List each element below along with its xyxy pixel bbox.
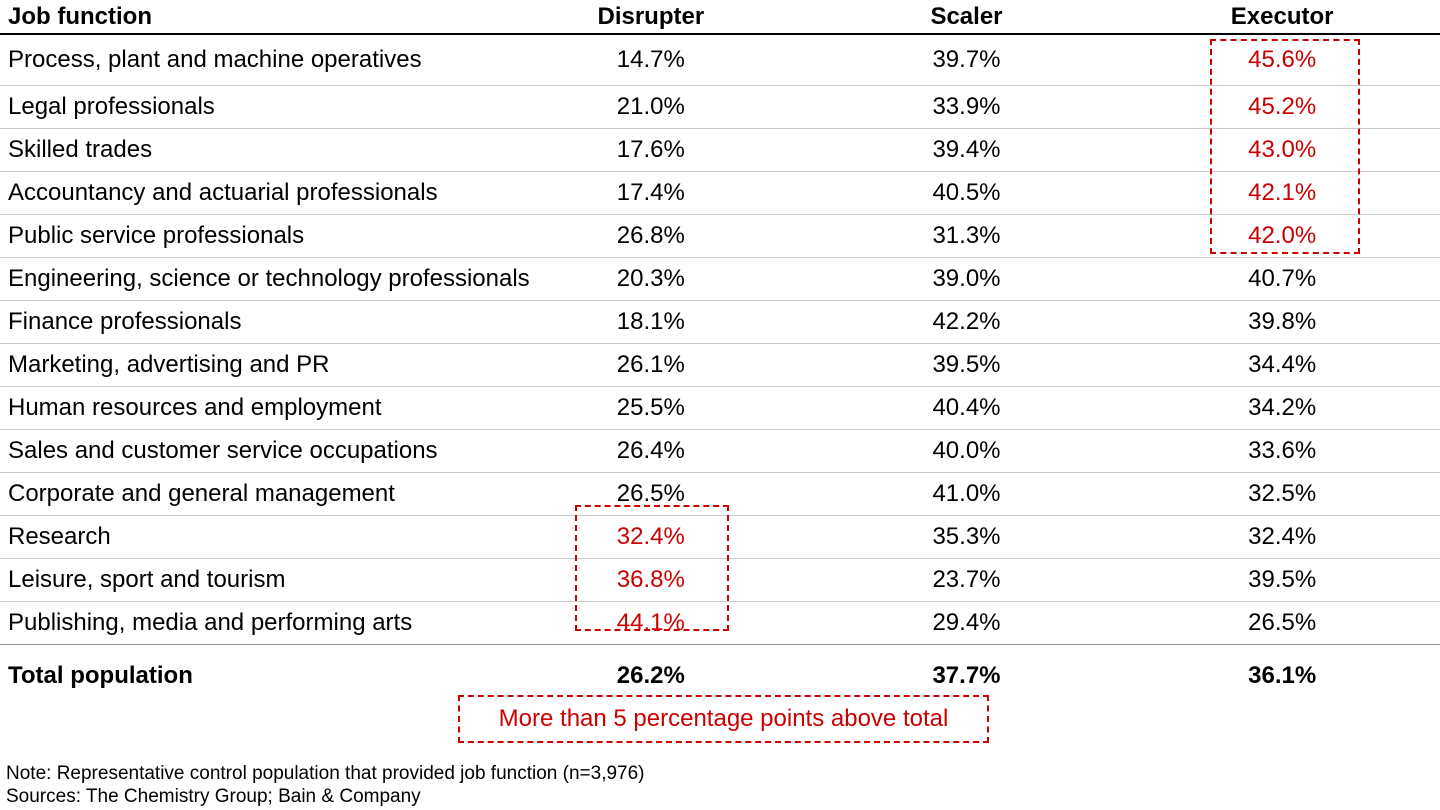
total-executor-value: 36.1% bbox=[1248, 662, 1317, 689]
executor-value: 32.5% bbox=[1248, 480, 1317, 507]
executor-value: 34.2% bbox=[1248, 394, 1317, 421]
note-line: Note: Representative control population … bbox=[6, 763, 645, 784]
footnotes: Note: Representative control population … bbox=[6, 762, 645, 808]
table-row: Marketing, advertising and PR 26.1% 39.5… bbox=[0, 344, 1440, 387]
scaler-value: 39.4% bbox=[932, 136, 1001, 163]
executor-value: 34.4% bbox=[1248, 351, 1317, 378]
table-row: Sales and customer service occupations 2… bbox=[0, 430, 1440, 473]
executor-value: 43.0% bbox=[1248, 136, 1317, 163]
executor-value: 33.6% bbox=[1248, 437, 1317, 464]
table-row: Public service professionals 26.8% 31.3%… bbox=[0, 215, 1440, 258]
table-row: Research 32.4% 35.3% 32.4% bbox=[0, 516, 1440, 559]
job-function-label: Skilled trades bbox=[8, 136, 153, 163]
total-row: Total population 26.2% 37.7% 36.1% bbox=[0, 645, 1440, 707]
job-function-label: Sales and customer service occupations bbox=[8, 437, 438, 464]
column-header-job-function: Job function bbox=[8, 2, 152, 30]
total-scaler-value: 37.7% bbox=[932, 662, 1001, 689]
scaler-value: 40.4% bbox=[932, 394, 1001, 421]
scaler-value: 31.3% bbox=[932, 222, 1001, 249]
legend-highlight-key: More than 5 percentage points above tota… bbox=[458, 695, 989, 743]
job-function-label: Research bbox=[8, 523, 111, 550]
executor-value: 45.6% bbox=[1248, 46, 1317, 73]
disrupter-value: 21.0% bbox=[616, 93, 685, 120]
scaler-value: 40.0% bbox=[932, 437, 1001, 464]
job-function-label: Leisure, sport and tourism bbox=[8, 566, 286, 593]
table-row: Engineering, science or technology profe… bbox=[0, 258, 1440, 301]
scaler-value: 35.3% bbox=[932, 523, 1001, 550]
table-row: Legal professionals 21.0% 33.9% 45.2% bbox=[0, 86, 1440, 129]
scaler-value: 40.5% bbox=[932, 179, 1001, 206]
job-function-label: Process, plant and machine operatives bbox=[8, 46, 422, 73]
table-row: Leisure, sport and tourism 36.8% 23.7% 3… bbox=[0, 559, 1440, 602]
executor-value: 39.5% bbox=[1248, 566, 1317, 593]
executor-value: 42.1% bbox=[1248, 179, 1317, 206]
total-label: Total population bbox=[8, 662, 193, 689]
disrupter-value: 36.8% bbox=[616, 566, 685, 593]
table-row: Process, plant and machine operatives 14… bbox=[0, 35, 1440, 86]
table-row: Corporate and general management 26.5% 4… bbox=[0, 473, 1440, 516]
executor-value: 42.0% bbox=[1248, 222, 1317, 249]
sources-line: Sources: The Chemistry Group; Bain & Com… bbox=[6, 786, 421, 807]
scaler-value: 23.7% bbox=[932, 566, 1001, 593]
disrupter-value: 17.6% bbox=[616, 136, 685, 163]
table-row: Finance professionals 18.1% 42.2% 39.8% bbox=[0, 301, 1440, 344]
executor-value: 32.4% bbox=[1248, 523, 1317, 550]
scaler-value: 41.0% bbox=[932, 480, 1001, 507]
table-row: Accountancy and actuarial professionals … bbox=[0, 172, 1440, 215]
disrupter-value: 32.4% bbox=[616, 523, 685, 550]
executor-value: 39.8% bbox=[1248, 308, 1317, 335]
job-function-label: Accountancy and actuarial professionals bbox=[8, 179, 438, 206]
scaler-value: 39.0% bbox=[932, 265, 1001, 292]
disrupter-value: 14.7% bbox=[616, 46, 685, 73]
scaler-value: 29.4% bbox=[932, 609, 1001, 636]
scaler-value: 39.5% bbox=[932, 351, 1001, 378]
disrupter-value: 18.1% bbox=[616, 308, 685, 335]
job-function-label: Corporate and general management bbox=[8, 480, 395, 507]
job-function-label: Human resources and employment bbox=[8, 394, 382, 421]
job-function-label: Publishing, media and performing arts bbox=[8, 609, 413, 636]
scaler-value: 33.9% bbox=[932, 93, 1001, 120]
column-header-scaler: Scaler bbox=[930, 2, 1003, 30]
legend-label: More than 5 percentage points above tota… bbox=[498, 705, 949, 732]
column-header-disrupter: Disrupter bbox=[597, 2, 705, 30]
disrupter-value: 20.3% bbox=[616, 265, 685, 292]
table-row: Publishing, media and performing arts 44… bbox=[0, 602, 1440, 645]
total-disrupter-value: 26.2% bbox=[616, 662, 685, 689]
disrupter-value: 25.5% bbox=[616, 394, 685, 421]
disrupter-value: 17.4% bbox=[616, 179, 685, 206]
disrupter-value: 26.4% bbox=[616, 437, 685, 464]
scaler-value: 42.2% bbox=[932, 308, 1001, 335]
column-header-executor: Executor bbox=[1230, 2, 1334, 30]
job-function-label: Engineering, science or technology profe… bbox=[8, 265, 530, 292]
disrupter-value: 26.5% bbox=[616, 480, 685, 507]
job-function-label: Finance professionals bbox=[8, 308, 242, 335]
disrupter-value: 26.1% bbox=[616, 351, 685, 378]
disrupter-value: 26.8% bbox=[616, 222, 685, 249]
table-row: Skilled trades 17.6% 39.4% 43.0% bbox=[0, 129, 1440, 172]
executor-value: 40.7% bbox=[1248, 265, 1317, 292]
table-header-row: Job function Disrupter Scaler Executor bbox=[0, 0, 1440, 35]
job-function-label: Public service professionals bbox=[8, 222, 305, 249]
disrupter-value: 44.1% bbox=[616, 609, 685, 636]
executor-value: 45.2% bbox=[1248, 93, 1317, 120]
table-row: Human resources and employment 25.5% 40.… bbox=[0, 387, 1440, 430]
scaler-value: 39.7% bbox=[932, 46, 1001, 73]
executor-value: 26.5% bbox=[1248, 609, 1317, 636]
job-function-label: Legal professionals bbox=[8, 93, 215, 120]
job-function-label: Marketing, advertising and PR bbox=[8, 351, 330, 378]
